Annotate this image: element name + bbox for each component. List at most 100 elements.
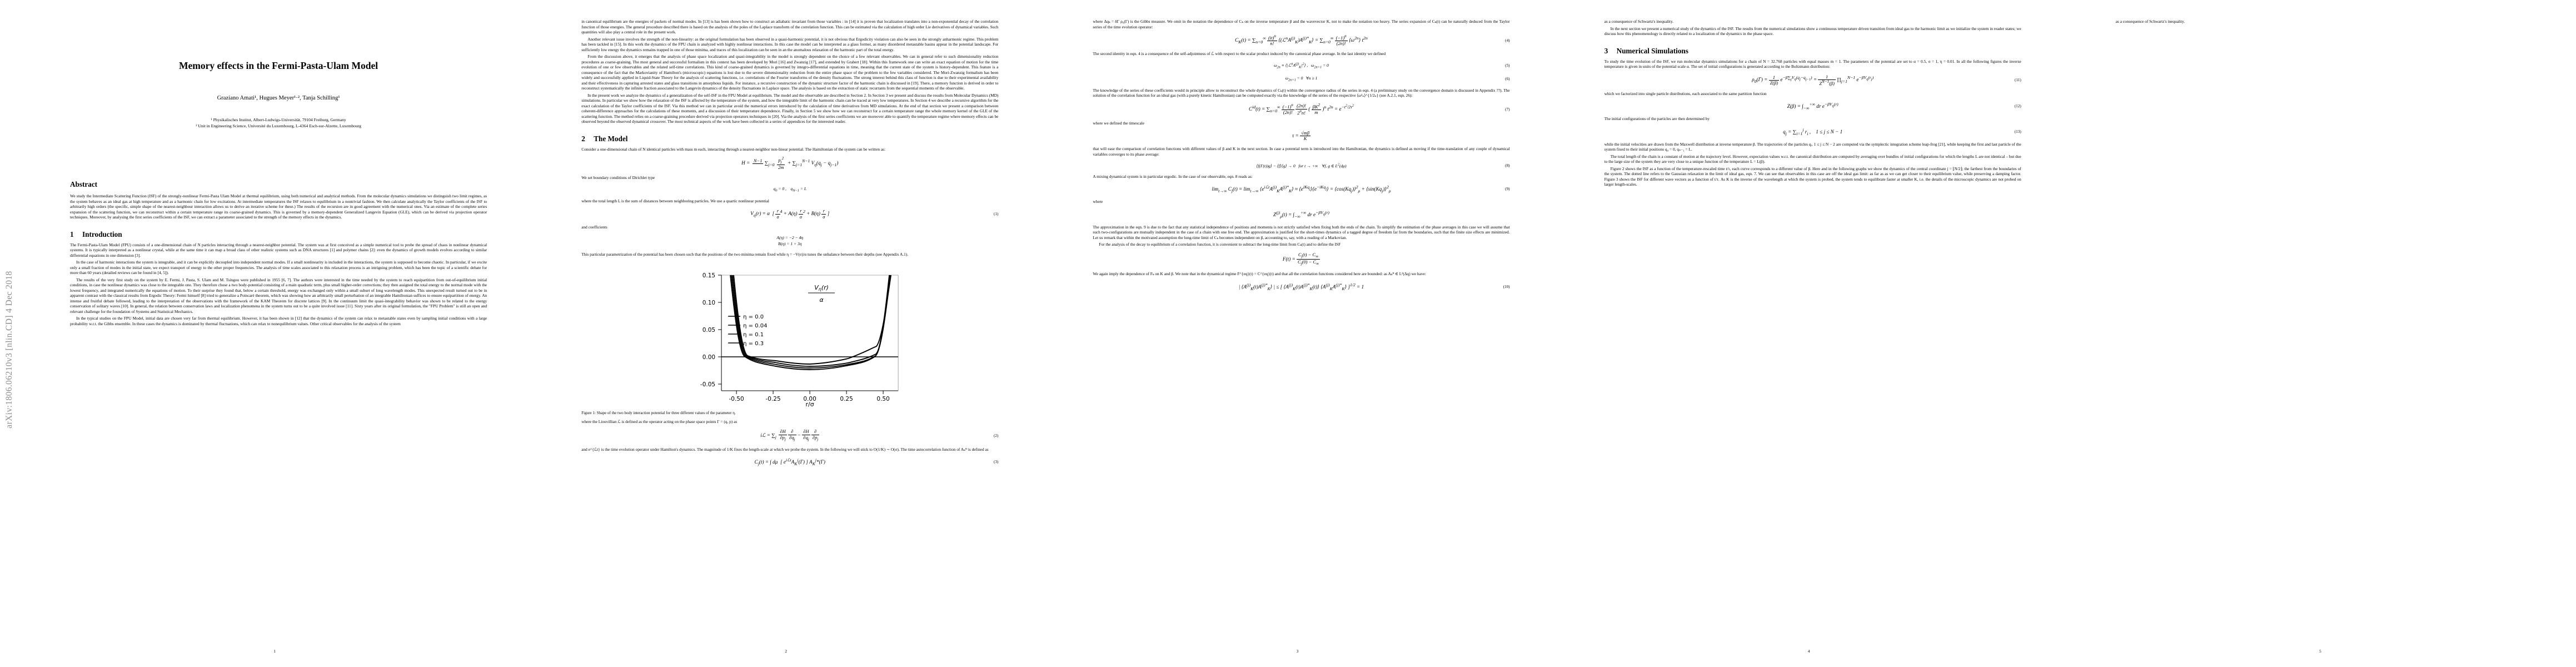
equation-5-number: (5) — [1505, 63, 1510, 68]
legend-entry-1: η = 0.04 — [743, 323, 767, 329]
section-number-3: 3 — [1604, 46, 1608, 55]
equation-4: CK(t) = ∑n=0∞ (it)n n! ⟨(ℒnA(j)K)A(j)*K⟩ … — [1235, 34, 1510, 46]
page4-paragraph-1: as a consequence of Schwartz's inequalit… — [1604, 19, 1673, 24]
potential-curves — [730, 275, 892, 370]
page2-paragraph-1: in canonical equilibrium are the energie… — [581, 19, 999, 34]
affiliations: ¹ Physikalisches Institut, Albert-Ludwig… — [70, 117, 487, 129]
section-number-2: 2 — [581, 134, 585, 143]
page4-paragraph-7: The total length of the chain is a const… — [1604, 153, 2021, 165]
page-number-4: 4 — [1807, 649, 1810, 654]
legend-entry-0: η = 0.0 — [743, 314, 764, 320]
intro-paragraph-3: The results of the very first study on t… — [70, 277, 487, 314]
equation-boundary: q0 = 0 , qN−1 = L — [773, 186, 807, 193]
page3-paragraph-7: where — [1093, 199, 1103, 205]
page4-paragraph-3: To study the time evolution of the ISF, … — [1604, 58, 2021, 69]
page-strip: Memory effects in the Fermi-Pasta-Ulam M… — [19, 0, 2576, 667]
plot-axes — [721, 275, 899, 391]
curve-eta-03 — [733, 275, 892, 365]
intro-paragraph-2: In the case of harmonic interactions the… — [70, 260, 487, 276]
x-tick-0: -0.50 — [729, 396, 744, 402]
page4-paragraph-2: In the next section we present a numeric… — [1604, 26, 2021, 37]
equation-hamiltonian: H = N−1 ∑j=0 pj2 2m + ∑j=1N−1 Vη(qj − qj−… — [741, 156, 839, 171]
page-number-3: 3 — [1296, 649, 1299, 654]
equation-F: F(t) = Cj(t) − C∞ Cj(0) − C∞ — [1282, 251, 1321, 266]
page4-paragraph-8: Figure 2 shows the ISF as a function of … — [1604, 166, 2021, 187]
figure-1-caption-label: Figure 1: — [581, 410, 596, 415]
y-axis-label-numerator: Vη(r) — [814, 284, 829, 292]
abstract-block: Abstract We study the Intermediate Scatt… — [70, 180, 487, 220]
page-4: as a consequence of Schwartz's inequalit… — [1553, 0, 2065, 667]
page-number-5: 5 — [2319, 649, 2321, 654]
figure-1-caption-text: Shape of the two body interaction potent… — [596, 410, 736, 415]
page3-paragraph-5: that will ease the comparison of correla… — [1093, 146, 1510, 157]
equation-12: Z(β) = ∫−∞+∞ dr e−βVη(r) (12) — [1787, 102, 2021, 111]
arxiv-stamp: arXiv:1806.06210v3 [nlin.CD] 4 Dec 2018 — [0, 0, 19, 667]
page-5: as a consequence of Schwartz's inequalit… — [2064, 0, 2576, 667]
page-number-1: 1 — [273, 649, 276, 654]
equation-3-number: (3) — [993, 460, 999, 465]
affiliation-2: ² Unit in Engineering Science, Universit… — [196, 123, 361, 128]
equation-7: Cid(t) = ∑n=0∞ (−1)n (2n)! (2n)! 2nn! ( βK… — [1248, 103, 1510, 116]
curve-eta-0 — [730, 275, 890, 370]
section-title-3: Numerical Simulations — [1616, 46, 1688, 55]
page3-paragraph-9: For the analysis of the decay to equilib… — [1099, 242, 1341, 247]
equation-Z: Z(j)ρ(t) = ∫−∞+∞ dr e−βVη(r) — [1273, 210, 1329, 219]
x-axis-label: r/σ — [806, 401, 814, 407]
x-tick-2: 0.00 — [804, 396, 816, 402]
section-heading-numerical: 3 Numerical Simulations — [1605, 47, 2021, 55]
page-1: Memory effects in the Fermi-Pasta-Ulam M… — [19, 0, 531, 667]
equation-6-number: (6) — [1505, 76, 1510, 81]
equation-10: | ⟨A(j)K(t)A(j)*K⟩ | ≤ [ ⟨A(j)K(t)A(j)*K… — [1238, 282, 1510, 291]
page3-paragraph-3: The knowledge of the series of these coe… — [1093, 87, 1510, 98]
equation-2: iℒ = ∑j ∂H ∂pj ∂ ∂qj − ∂H ∂qj ∂ ∂pj (2) — [760, 429, 999, 442]
intro-paragraph-4: In the typical studies on the FPU Model,… — [70, 316, 487, 326]
section-number-1: 1 — [70, 230, 74, 238]
page2-paragraph-2: Another relevant issue involves the stre… — [581, 36, 999, 52]
page3-paragraph-8: The approximation in the eqn. 9 is due t… — [1093, 224, 1510, 240]
equation-11: ρ0(Γ) = 1 Z(β) e−β∑jVη(qj−qj−1) = 1 ZN−1(β… — [1752, 73, 2021, 86]
page2-extra-3: This particular parametrization of the p… — [581, 252, 909, 257]
equation-12-number: (12) — [2014, 104, 2021, 109]
y-tick-3: 0.00 — [702, 354, 715, 361]
equation-1-number: (1) — [993, 211, 999, 216]
y-tick-4: -0.05 — [700, 381, 715, 388]
page4-paragraph-5: The initial configurations of the partic… — [1604, 116, 1710, 122]
coefficient-B: B(η) = 1 + 3η — [778, 241, 802, 247]
page2-extra-1: where the total length L is the sum of d… — [581, 198, 769, 203]
page3-paragraph-6: A mixing dynamical system is in particul… — [1093, 173, 1253, 179]
equation-9-number: (9) — [1505, 187, 1510, 192]
equation-8-number: (8) — [1505, 163, 1510, 168]
page3-paragraph-1: where Δqₖ = δΓ ρ₀(Γ) is the Gibbs measur… — [1093, 19, 1510, 29]
page4-paragraph-4: which we factorized into single particle… — [1604, 91, 1767, 96]
page-3: where Δqₖ = δΓ ρ₀(Γ) is the Gibbs measur… — [1042, 0, 1553, 667]
equation-5: ω2n ≡ ⟨|ℒnA(j)K|2⟩ , ω2n+1 = 0 (5) — [1274, 62, 1510, 69]
affiliation-1: ¹ Physikalisches Institut, Albert-Ludwig… — [211, 117, 346, 122]
abstract-text: We study the Intermediate Scattering Fun… — [70, 193, 487, 220]
curve-eta-01 — [732, 275, 891, 367]
equation-13: qj = ∑i=1j ri , 1 ≤ j ≤ N − 1 (13) — [1783, 127, 2021, 136]
page4-paragraph-6: while the initial velocities are drawn f… — [1604, 141, 2021, 152]
potential-plot: 0.15 0.10 0.05 0.00 -0.05 — [700, 272, 899, 407]
author-list: Graziano Amati¹, Hugues Meyer¹·², Tanja … — [217, 95, 340, 101]
equation-2-number: (2) — [993, 433, 999, 438]
x-tick-1: -0.25 — [766, 396, 781, 402]
section-heading-introduction: 1 Introduction — [70, 230, 487, 238]
equation-3: Cj(t) = ∫ dμ [ eiℒtAKj(Γ) ] AKj*(Γ) (3) — [754, 457, 999, 467]
equation-6: ω2n+1 = 0 ∀n ≥ 1 (6) — [1285, 75, 1510, 82]
equation-coefficients: A(η) = −2 − 4η B(η) = 1 + 3η — [581, 235, 998, 247]
y-axis-label-denominator: α — [820, 296, 824, 303]
section-heading-model: 2 The Model — [581, 135, 998, 143]
page3-paragraph-2: The second identity in eqn. 4 is a conse… — [1093, 51, 1386, 57]
page2-paragraph-4: In the present work we analyze the dynam… — [581, 92, 999, 125]
abstract-heading: Abstract — [70, 180, 98, 188]
equation-tau: τ = √mβ K — [1292, 130, 1311, 142]
arxiv-identifier: arXiv:1806.06210v3 [nlin.CD] 4 Dec 2018 — [4, 271, 14, 429]
page-title: Memory effects in the Fermi-Pasta-Ulam M… — [179, 60, 378, 71]
y-tick-1: 0.10 — [702, 300, 715, 306]
page2-extra-2: and coefficients — [581, 224, 607, 230]
page2-extra-4: where the Liouvillian ℒ is defined as th… — [581, 419, 738, 424]
legend-entry-2: η = 0.1 — [743, 332, 764, 338]
page-number-2: 2 — [785, 649, 788, 654]
section-title-2: The Model — [594, 134, 628, 143]
